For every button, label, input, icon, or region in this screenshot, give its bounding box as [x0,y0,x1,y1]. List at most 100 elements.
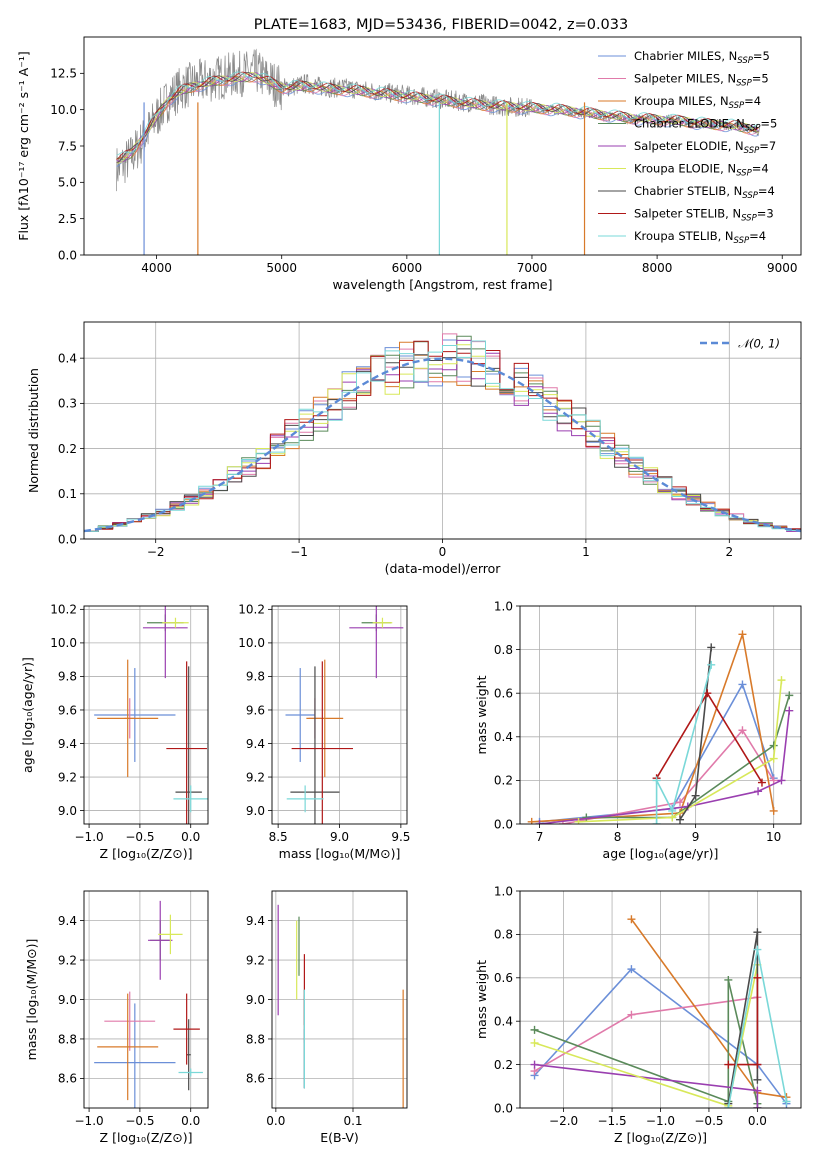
mass-weight-marker [530,1038,539,1047]
legend-entry: Salpeter ELODIE, NSSP=7 [634,139,776,156]
x-axis-label: Z [log₁₀(Z/Z⊙)] [100,846,193,861]
mass-weight-marker [753,1060,762,1069]
x-tick-label: 4000 [141,261,172,275]
legend-suffix: =7 [759,139,776,153]
x-tick-label: −1.0 [75,830,104,844]
x-tick-label: −0.5 [694,1114,723,1128]
y-tick-label: 0.8 [494,643,513,657]
x-axis-label: mass [log₁₀(M/M⊙)] [279,846,401,861]
y-tick-label: 0.3 [58,397,77,411]
mass-weight-line [534,964,759,1107]
legend-text: Salpeter MILES, N [634,72,736,86]
mass-weight-marker [769,741,778,750]
y-axis-label: Normed distribution [26,368,41,493]
mass-weight-marker [785,691,794,700]
x-tick-label: 9.5 [391,830,410,844]
legend-suffix: =4 [758,184,775,198]
residual-histogram-step [84,340,801,532]
x-tick-label: 8 [614,830,622,844]
axes-frame [83,605,209,825]
mass-weight-line [586,695,791,819]
x-tick-label: 7000 [517,261,548,275]
x-tick-label: 9 [692,830,700,844]
x-tick-label: 0.0 [266,1114,285,1128]
y-tick-label: 9.6 [246,703,265,717]
y-tick-label: 5.0 [58,176,77,190]
weight-vs-age-panel: 7 8 9 10 0.0 0.2 0.4 0.6 0.8 1.0 age [log₁₀(age/yr… [474,599,802,861]
y-axis-label: Flux [fλ10⁻¹⁷ erg cm⁻² s⁻¹ A⁻¹] [16,51,31,240]
mass-weight-line [533,968,788,1105]
x-tick-label: −0.5 [125,830,154,844]
legend-subscript: SSP [744,146,760,156]
y-tick-label: 9.4 [246,737,265,751]
y-tick-label: 0.4 [494,730,513,744]
legend-text: Salpeter STELIB, N [634,207,741,221]
mass-weight-marker [724,975,733,984]
y-tick-label: 0.8 [494,928,513,942]
plot-area [94,606,208,824]
x-tick-label: 0.0 [181,1114,200,1128]
residual-histogram-step [84,348,801,532]
plot-area [116,48,761,255]
mass-weight-marker [676,798,685,807]
x-axis-label: age [log₁₀(age/yr)] [603,846,719,861]
legend-entry: Kroupa ELODIE, NSSP=4 [634,162,769,179]
y-tick-label: 9.4 [58,737,77,751]
x-tick-label: −1 [290,545,308,559]
legend-suffix: =3 [757,207,774,221]
legend-text: Kroupa ELODIE, N [634,162,736,176]
y-tick-label: 10.2 [238,603,265,617]
y-tick-label: 9.0 [58,804,77,818]
x-tick-label: −1.0 [646,1114,675,1128]
legend-suffix: =5 [760,117,777,131]
mass-weight-marker [769,776,778,785]
x-tick-label: 1 [582,545,590,559]
x-axis-label: E(B-V) [320,1130,359,1145]
figure-title: PLATE=1683, MJD=53436, FIBERID=0042, z=0… [254,17,628,33]
y-axis-label: mass weight [474,960,489,1039]
x-axis-label: (data-model)/error [385,561,502,576]
x-axis-label: Z [log₁₀(Z/Z⊙)] [614,1130,707,1145]
mass-weight-marker [574,817,583,824]
y-tick-label: 0.0 [494,1101,513,1115]
y-tick-label: 0.4 [58,351,77,365]
mass-weight-marker [769,806,778,815]
weight-vs-metallicity-panel: −2.0 −1.5 −1.0 −0.5 0.0 0.0 0.2 0.4 0.6 0.8 1.0 Z [… [474,884,802,1145]
y-axis-label: mass [log₁₀(M/M⊙)] [24,939,39,1061]
mass-weight-marker [754,787,763,796]
x-tick-label: 9000 [767,261,798,275]
plot-area [94,900,203,1108]
residual-histogram-step [84,344,801,532]
mass-weight-marker [724,1060,733,1069]
y-tick-label: 1.0 [494,884,513,898]
y-tick-label: 9.2 [58,770,77,784]
mass-weight-marker [652,776,661,785]
legend-subscript: SSP [745,124,761,134]
y-axis-label: mass weight [474,675,489,754]
mass-weight-line [655,664,712,824]
mass-weight-marker [738,726,747,735]
plot-area [527,630,794,824]
x-tick-label: 0.0 [748,1114,767,1128]
x-tick-label: 8.5 [269,830,288,844]
legend-subscript: SSP [742,191,758,201]
mass-weight-marker [691,791,700,800]
mass-weight-line [534,979,759,1108]
y-tick-label: 0.4 [494,1015,513,1029]
mass-weight-marker [652,820,661,824]
legend-subscript: SSP [736,169,752,179]
residual-histogram-step [84,339,801,532]
y-tick-label: 9.8 [58,670,77,684]
model-spectrum-line [116,71,759,156]
legend-suffix: =5 [752,72,769,86]
mass-weight-marker [782,1097,791,1106]
x-tick-label: 2 [725,545,733,559]
mass-weight-line [562,728,775,824]
y-tick-label: 10.2 [50,603,77,617]
model-spectrum-line [116,72,759,163]
y-tick-label: 9.2 [246,953,265,967]
x-tick-label: 0.1 [343,1114,362,1128]
legend-text: Chabrier ELODIE, N [634,117,745,131]
x-axis-label: Z [log₁₀(Z/Z⊙)] [100,1130,193,1145]
